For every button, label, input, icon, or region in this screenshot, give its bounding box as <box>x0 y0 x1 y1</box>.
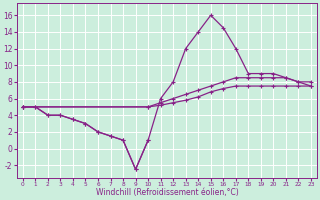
X-axis label: Windchill (Refroidissement éolien,°C): Windchill (Refroidissement éolien,°C) <box>96 188 238 197</box>
